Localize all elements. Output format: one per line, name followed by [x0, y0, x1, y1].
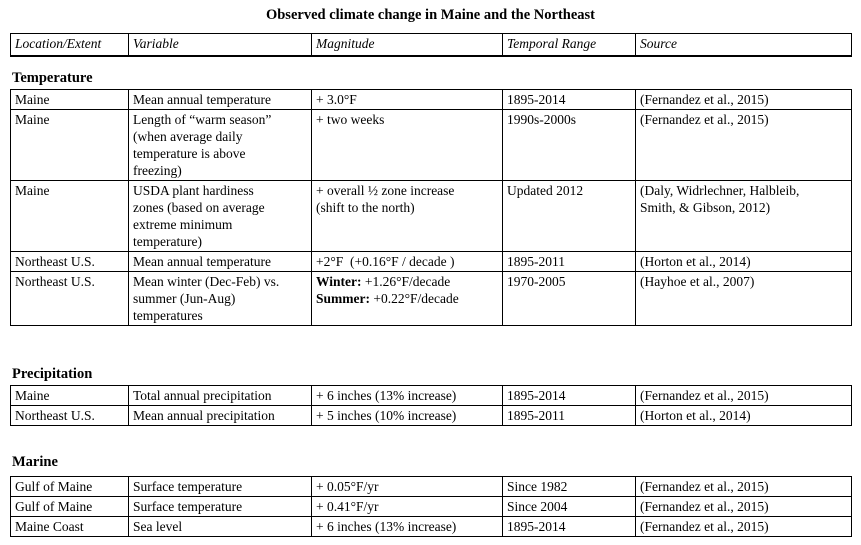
cell-location: Northeast U.S. [10, 405, 129, 426]
cell-variable: Length of “warm season” (when average da… [128, 109, 312, 181]
cell-source: (Fernandez et al., 2015) [635, 109, 852, 181]
cell-temporal: 1895-2014 [502, 516, 636, 537]
magnitude-line: Winter: +1.26°F/decade [316, 273, 498, 290]
column-header: Magnitude [311, 33, 503, 57]
table-row: Northeast U.S. Mean winter (Dec-Feb) vs. … [10, 271, 852, 326]
column-header: Source [635, 33, 852, 57]
cell-location: Northeast U.S. [10, 251, 129, 272]
cell-variable: USDA plant hardiness zones (based on ave… [128, 180, 312, 252]
cell-magnitude: + 0.41°F/yr [311, 496, 503, 517]
table-row: Maine Total annual precipitation + 6 inche… [10, 385, 852, 406]
table-precipitation: Maine Total annual precipitation + 6 inche… [10, 385, 852, 426]
cell-variable: Total annual precipitation [128, 385, 312, 406]
section-heading: Marine [12, 454, 58, 470]
table-row: Gulf of Maine Surface temperature + 0.05°F… [10, 476, 852, 497]
column-header: Temporal Range [502, 33, 636, 57]
magnitude-line-value: +1.26°F/decade [361, 274, 451, 289]
sections-container: Temperature Maine Mean annual temperature +… [10, 70, 852, 537]
cell-source: (Daly, Widrlechner, Halbleib, Smith, & G… [635, 180, 852, 252]
document-title: Observed climate change in Maine and the… [265, 7, 596, 23]
cell-variable: Mean annual temperature [128, 251, 312, 272]
cell-location: Maine [10, 109, 129, 181]
cell-temporal: 1895-2014 [502, 385, 636, 406]
cell-location: Northeast U.S. [10, 271, 129, 326]
cell-source: (Fernandez et al., 2015) [635, 476, 852, 497]
cell-location: Maine [10, 385, 129, 406]
cell-variable: Sea level [128, 516, 312, 537]
cell-magnitude: + 3.0°F [311, 89, 503, 110]
section-precipitation: Precipitation Maine Total annual precipita… [10, 366, 852, 426]
cell-location: Gulf of Maine [10, 476, 129, 497]
table-row: Maine Mean annual temperature + 3.0°F 1895-… [10, 89, 852, 110]
table-temperature: Maine Mean annual temperature + 3.0°F 1895-… [10, 89, 852, 326]
column-header: Variable [128, 33, 312, 57]
magnitude-line-label: Winter: [316, 274, 362, 289]
cell-source: (Fernandez et al., 2015) [635, 496, 852, 517]
cell-magnitude: + overall ½ zone increase (shift to the … [311, 180, 503, 252]
table-row: Maine Coast Sea level + 6 inches (13% incr… [10, 516, 852, 537]
cell-source: (Fernandez et al., 2015) [635, 516, 852, 537]
cell-source: (Hayhoe et al., 2007) [635, 271, 852, 326]
cell-temporal: 1895-2011 [502, 405, 636, 426]
cell-temporal: Since 2004 [502, 496, 636, 517]
table-row: Northeast U.S. Mean annual temperature +2°… [10, 251, 852, 272]
cell-magnitude: + two weeks [311, 109, 503, 181]
cell-variable: Mean annual temperature [128, 89, 312, 110]
cell-variable: Surface temperature [128, 496, 312, 517]
table-row: Gulf of Maine Surface temperature + 0.41°F… [10, 496, 852, 517]
cell-source: (Horton et al., 2014) [635, 251, 852, 272]
cell-variable: Surface temperature [128, 476, 312, 497]
cell-source: (Fernandez et al., 2015) [635, 89, 852, 110]
cell-magnitude: + 0.05°F/yr [311, 476, 503, 497]
section-heading: Temperature [12, 70, 93, 86]
section-heading: Precipitation [12, 366, 93, 382]
cell-magnitude: + 6 inches (13% increase) [311, 516, 503, 537]
table-row: Maine Length of “warm season” (when avera… [10, 109, 852, 181]
magnitude-line-label: Summer: [316, 291, 370, 306]
magnitude-line-value: +0.22°F/decade [370, 291, 459, 306]
cell-temporal: Updated 2012 [502, 180, 636, 252]
magnitude-line: Summer: +0.22°F/decade [316, 290, 498, 307]
table-row: Maine USDA plant hardiness zones (based o… [10, 180, 852, 252]
cell-location: Gulf of Maine [10, 496, 129, 517]
column-header-row: Location/Extent Variable Magnitude Temporal… [10, 33, 852, 57]
column-header-table: Location/Extent Variable Magnitude Temporal… [10, 33, 852, 57]
column-header: Location/Extent [10, 33, 129, 57]
cell-temporal: 1895-2014 [502, 89, 636, 110]
cell-location: Maine Coast [10, 516, 129, 537]
cell-source: (Fernandez et al., 2015) [635, 385, 852, 406]
cell-variable: Mean winter (Dec-Feb) vs. summer (Jun-Au… [128, 271, 312, 326]
cell-variable: Mean annual precipitation [128, 405, 312, 426]
cell-magnitude: + 6 inches (13% increase) [311, 385, 503, 406]
cell-magnitude: +2°F (+0.16°F / decade ) [311, 251, 503, 272]
cell-temporal: 1895-2011 [502, 251, 636, 272]
table-row: Northeast U.S. Mean annual precipitation +… [10, 405, 852, 426]
section-marine: Marine Gulf of Maine Surface temperature + … [10, 454, 852, 537]
cell-location: Maine [10, 89, 129, 110]
cell-magnitude: + 5 inches (10% increase) [311, 405, 503, 426]
cell-magnitude: Winter: +1.26°F/decade Summer: +0.22°F/de… [311, 271, 503, 326]
cell-temporal: 1990s-2000s [502, 109, 636, 181]
section-temperature: Temperature Maine Mean annual temperature +… [10, 70, 852, 326]
table-marine: Gulf of Maine Surface temperature + 0.05°F… [10, 476, 852, 537]
cell-location: Maine [10, 180, 129, 252]
cell-source: (Horton et al., 2014) [635, 405, 852, 426]
cell-temporal: 1970-2005 [502, 271, 636, 326]
cell-temporal: Since 1982 [502, 476, 636, 497]
